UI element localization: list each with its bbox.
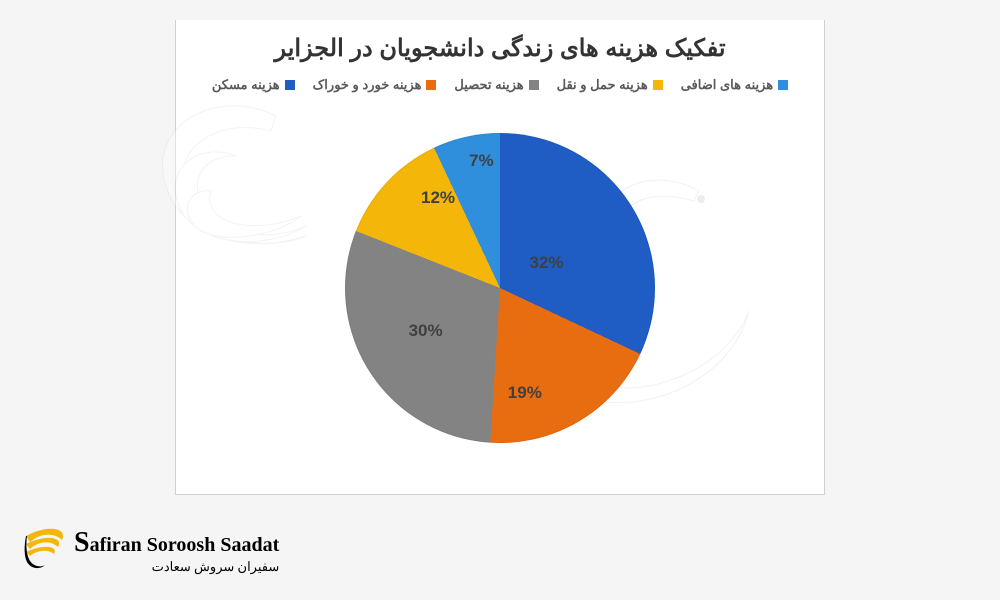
wing-icon [10, 522, 68, 580]
legend-swatch [285, 80, 295, 90]
legend-label: هزینه تحصیل [454, 77, 523, 93]
pie-chart: 32% 19% 30% 12% 7% [345, 133, 655, 443]
logo-s-letter: S [74, 527, 90, 558]
logo-farsi: سفیران سروش سعادت [74, 559, 279, 575]
logo-english: afiran Soroosh Saadat [90, 534, 280, 556]
legend-label: هزینه حمل و نقل [557, 77, 648, 93]
legend-label: هزینه های اضافی [681, 77, 773, 93]
legend-item: هزینه خورد و خوراک [313, 77, 437, 93]
slice-label: 7% [469, 151, 494, 171]
slice-label: 12% [421, 188, 455, 208]
legend-swatch [778, 80, 788, 90]
pie-area: 32% 19% 30% 12% 7% [176, 101, 824, 475]
legend-item: هزینه حمل و نقل [557, 77, 663, 93]
chart-title: تفکیک هزینه های زندگی دانشجویان در الجزا… [176, 20, 824, 73]
legend-item: هزینه مسکن [212, 77, 295, 93]
legend-swatch [426, 80, 436, 90]
legend-swatch [653, 80, 663, 90]
logo-text: Safiran Soroosh Saadat سفیران سروش سعادت [74, 527, 279, 575]
legend-swatch [529, 80, 539, 90]
watermark-swan-left [106, 76, 366, 316]
slice-label: 32% [529, 253, 563, 273]
legend-label: هزینه مسکن [212, 77, 280, 93]
slice-label: 30% [409, 321, 443, 341]
legend-item: هزینه های اضافی [681, 77, 788, 93]
legend-item: هزینه تحصیل [454, 77, 538, 93]
chart-container: تفکیک هزینه های زندگی دانشجویان در الجزا… [175, 20, 825, 495]
legend-label: هزینه خورد و خوراک [313, 77, 422, 93]
legend: هزینه مسکن هزینه خورد و خوراک هزینه تحصیل ه… [176, 73, 824, 101]
brand-logo: Safiran Soroosh Saadat سفیران سروش سعادت [10, 522, 279, 580]
slice-label: 19% [508, 383, 542, 403]
